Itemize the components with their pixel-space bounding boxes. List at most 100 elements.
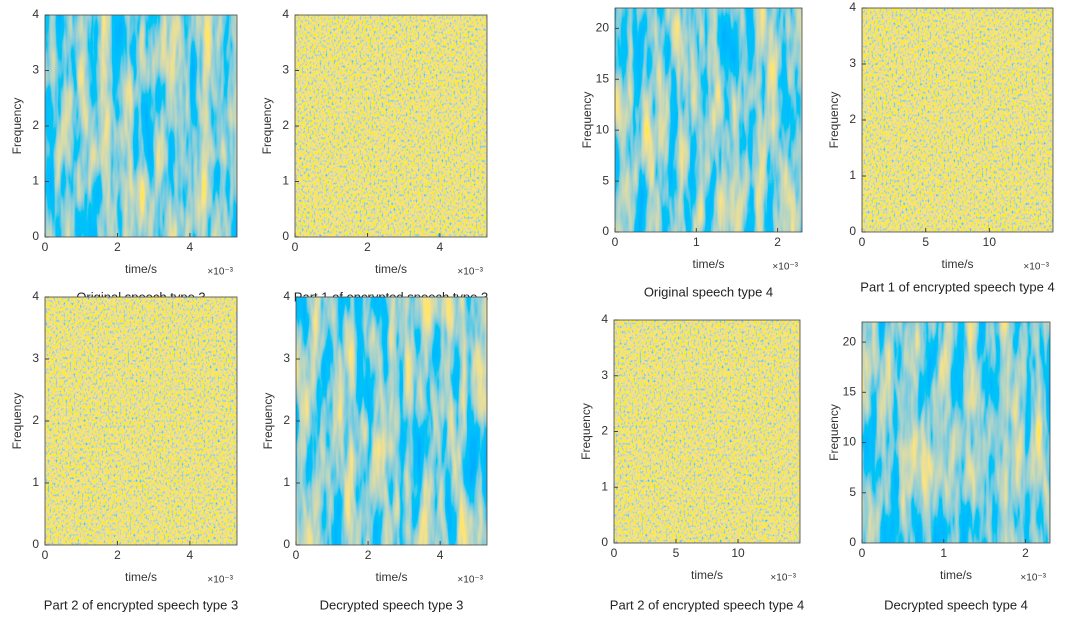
x-tick-label: 1 [940,546,947,560]
panel-caption: Part 2 of encrypted speech type 4 [610,597,804,612]
x-multiplier: ×10⁻³ [207,267,233,278]
spectrogram-image [295,15,487,237]
y-tick-label: 4 [601,312,608,326]
x-multiplier: ×10⁻³ [457,575,483,586]
y-tick-label: 4 [32,289,39,303]
x-tick-label: 0 [611,546,618,560]
y-axis-label: Frequency [580,92,594,149]
x-tick-label: 2 [114,240,121,254]
y-tick-label: 5 [849,485,856,499]
x-axis-label: time/s [941,257,973,271]
x-tick-label: 0 [612,235,619,249]
x-axis-label: time/s [125,570,157,584]
y-axis-label: Frequency [10,393,24,450]
y-tick-label: 1 [601,479,608,493]
x-tick-label: 4 [187,240,194,254]
x-tick-label: 0 [42,548,49,562]
x-axis-label: time/s [375,262,407,276]
y-tick-label: 4 [283,289,290,303]
x-multiplier: ×10⁻³ [207,575,233,586]
y-tick-label: 2 [32,413,39,427]
y-axis-label: Frequency [827,92,841,149]
axes-frame [614,7,803,233]
y-tick-label: 4 [282,7,289,21]
x-tick-label: 4 [437,548,444,562]
y-tick-label: 1 [282,174,289,188]
spectrogram-image [45,15,237,237]
y-tick-label: 1 [283,475,290,489]
y-tick-label: 0 [849,224,856,238]
y-tick-label: 0 [32,229,39,243]
x-tick-label: 2 [1022,546,1029,560]
x-tick-label: 10 [983,235,997,249]
y-tick-label: 10 [596,122,610,136]
y-tick-label: 0 [601,535,608,549]
spectrogram-image [614,320,800,543]
panel-caption: Decrypted speech type 4 [884,597,1028,612]
y-tick-label: 0 [849,535,856,549]
axes-frame [861,321,1051,544]
x-tick-label: 5 [673,546,680,560]
y-tick-label: 20 [843,334,857,348]
x-multiplier: ×10⁻³ [772,262,798,273]
y-axis-label: Frequency [10,98,24,155]
x-axis-label: time/s [692,257,724,271]
spectrogram-image [862,8,1053,232]
panel-caption: Part 1 of encrypted speech type 4 [860,279,1054,294]
y-axis-label: Frequency [579,403,593,460]
x-multiplier: ×10⁻³ [1020,573,1046,584]
x-tick-label: 1 [693,235,700,249]
y-tick-label: 2 [283,413,290,427]
panel-caption: Part 2 of encrypted speech type 3 [44,597,238,612]
x-axis-label: time/s [691,568,723,582]
x-multiplier: ×10⁻³ [1023,262,1049,273]
y-tick-label: 2 [849,112,856,126]
spectrogram-image [862,322,1050,543]
x-tick-label: 2 [774,235,781,249]
spectrogram-image [296,297,487,545]
x-tick-label: 0 [859,546,866,560]
x-axis-label: time/s [940,568,972,582]
x-multiplier: ×10⁻³ [770,573,796,584]
y-tick-label: 4 [849,0,856,14]
x-tick-label: 10 [731,546,745,560]
spectrogram-image [45,297,237,545]
x-axis-label: time/s [125,262,157,276]
panel-caption: Decrypted speech type 3 [320,597,464,612]
y-tick-label: 15 [843,384,857,398]
y-tick-label: 1 [32,174,39,188]
y-tick-label: 3 [849,56,856,70]
x-tick-label: 2 [365,548,372,562]
spectrogram-image [615,8,802,232]
x-axis-label: time/s [375,570,407,584]
y-tick-label: 1 [32,475,39,489]
y-tick-label: 2 [601,424,608,438]
x-tick-label: 0 [293,548,300,562]
y-tick-label: 0 [32,537,39,551]
y-tick-label: 1 [849,168,856,182]
y-tick-label: 4 [32,7,39,21]
x-tick-label: 5 [922,235,929,249]
x-tick-label: 2 [364,240,371,254]
y-tick-label: 0 [282,229,289,243]
y-tick-label: 20 [596,21,610,35]
y-axis-label: Frequency [260,98,274,155]
y-tick-label: 3 [32,351,39,365]
x-tick-label: 4 [437,240,444,254]
y-axis-label: Frequency [261,393,275,450]
y-tick-label: 15 [596,71,610,85]
x-tick-label: 0 [42,240,49,254]
y-axis-label: Frequency [827,404,841,461]
panel-caption: Original speech type 4 [644,284,773,299]
x-tick-label: 4 [187,548,194,562]
y-tick-label: 0 [283,537,290,551]
x-tick-label: 0 [292,240,299,254]
y-tick-label: 10 [843,435,857,449]
y-tick-label: 2 [282,118,289,132]
y-tick-label: 2 [32,118,39,132]
y-tick-label: 3 [32,63,39,77]
y-tick-label: 3 [282,63,289,77]
x-multiplier: ×10⁻³ [457,267,483,278]
x-tick-label: 2 [114,548,121,562]
